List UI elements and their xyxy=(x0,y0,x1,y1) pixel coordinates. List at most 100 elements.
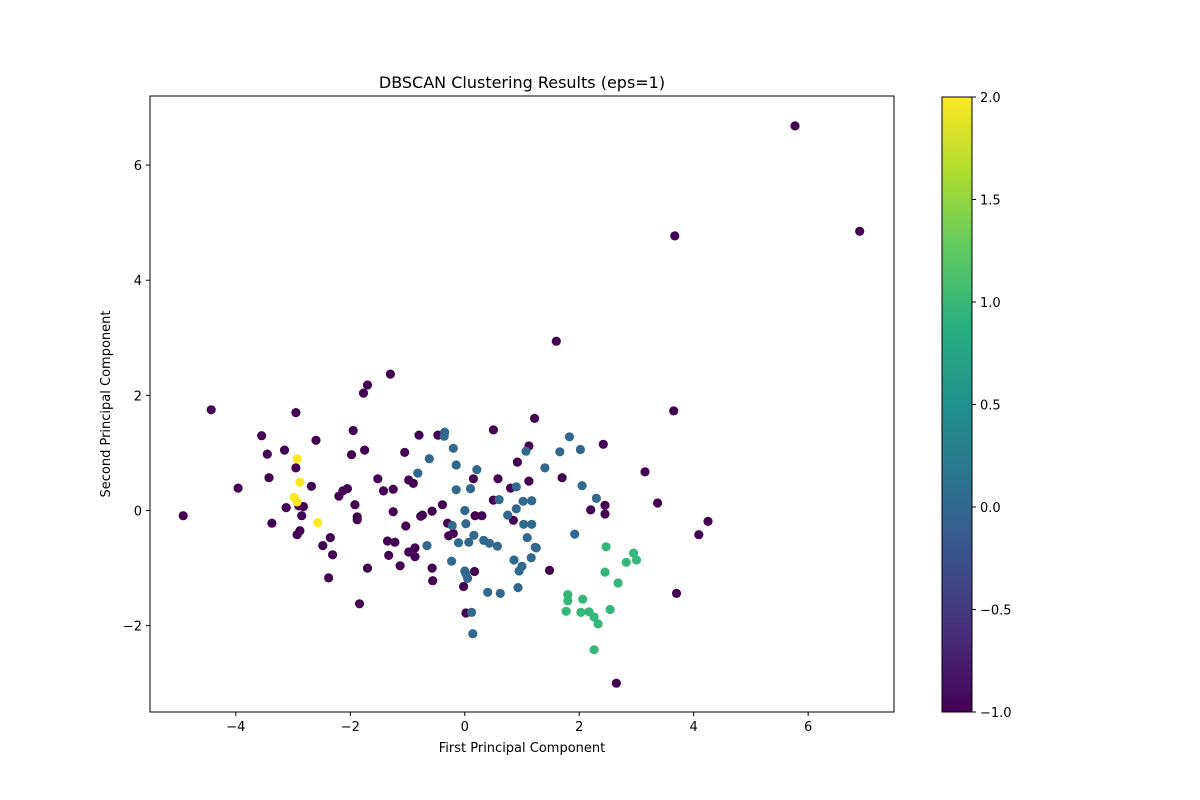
data-point xyxy=(297,511,307,521)
plot-area xyxy=(149,95,895,713)
data-point xyxy=(437,500,447,510)
data-point xyxy=(631,555,642,565)
colorbar-tick-label: 2.0 xyxy=(980,91,1001,106)
data-point xyxy=(451,460,461,470)
data-point xyxy=(382,536,393,546)
data-point xyxy=(262,449,272,459)
data-point xyxy=(484,538,494,548)
data-point xyxy=(522,533,532,543)
data-point xyxy=(447,556,457,566)
data-point xyxy=(593,619,603,629)
x-tick-label: 0 xyxy=(461,720,469,735)
data-point xyxy=(530,542,540,552)
data-point xyxy=(589,645,599,655)
data-point xyxy=(629,548,639,558)
data-point xyxy=(384,550,394,561)
data-point xyxy=(410,552,420,562)
data-point xyxy=(503,510,513,520)
data-point xyxy=(350,500,360,510)
data-point xyxy=(324,573,334,583)
data-point xyxy=(670,231,680,241)
data-point xyxy=(279,445,290,455)
y-axis-label: Second Principal Component xyxy=(99,311,114,498)
data-point xyxy=(563,590,573,600)
data-point xyxy=(855,226,865,236)
data-point xyxy=(291,463,301,473)
data-point xyxy=(509,555,519,565)
colorbar-ticks: −1.0 −0.5 0.0 0.5 1.0 1.5 2.0 xyxy=(972,91,1012,721)
data-point xyxy=(611,678,622,688)
data-point xyxy=(694,530,704,540)
x-tick-label: 2 xyxy=(575,720,583,735)
data-point xyxy=(483,587,493,597)
y-tick-label: 6 xyxy=(134,159,142,174)
data-point xyxy=(451,485,461,495)
data-point xyxy=(703,516,713,527)
x-axis-label: First Principal Component xyxy=(439,741,606,756)
data-point xyxy=(362,563,373,573)
data-point xyxy=(318,541,328,551)
data-point xyxy=(600,567,610,577)
y-tick-label: 4 xyxy=(134,274,142,289)
data-point xyxy=(401,521,411,531)
data-point xyxy=(291,408,301,418)
data-point xyxy=(598,439,608,449)
data-point xyxy=(563,596,573,606)
data-point xyxy=(495,588,505,599)
data-point xyxy=(469,530,479,540)
data-point xyxy=(514,566,524,576)
data-point xyxy=(513,583,523,593)
data-point xyxy=(358,388,369,398)
data-point xyxy=(578,594,588,604)
points-layer xyxy=(178,121,865,688)
data-point xyxy=(591,493,602,503)
colorbar-tick-label: 1.5 xyxy=(980,194,1001,209)
data-point xyxy=(477,511,487,521)
data-point xyxy=(512,457,523,467)
data-point xyxy=(422,541,432,551)
data-point xyxy=(790,121,800,131)
y-tick-label: 2 xyxy=(134,389,142,404)
data-point xyxy=(576,607,586,618)
data-point xyxy=(527,519,537,529)
data-point xyxy=(613,578,623,588)
data-point xyxy=(233,483,243,493)
data-point xyxy=(459,581,469,592)
colorbar: −1.0 −0.5 0.0 0.5 1.0 1.5 2.0 xyxy=(941,91,1012,721)
data-point xyxy=(448,528,458,539)
data-point xyxy=(470,511,480,521)
x-axis: −4 −2 0 2 4 6 xyxy=(226,712,812,735)
chart-title: DBSCAN Clustering Results (eps=1) xyxy=(379,73,665,92)
data-point xyxy=(526,553,536,563)
data-point xyxy=(417,510,427,520)
data-point xyxy=(555,447,565,457)
colorbar-tick-label: 1.0 xyxy=(980,296,1001,311)
data-point xyxy=(640,467,650,477)
data-point xyxy=(465,484,476,494)
data-point xyxy=(600,500,610,510)
data-point xyxy=(354,599,365,609)
data-point xyxy=(390,537,400,547)
data-point xyxy=(621,557,631,567)
data-point xyxy=(601,542,611,552)
colorbar-tick-label: −0.5 xyxy=(980,604,1012,619)
data-point xyxy=(511,482,521,492)
data-point xyxy=(605,604,615,615)
data-point xyxy=(511,504,521,514)
data-point xyxy=(468,629,478,639)
data-point xyxy=(385,369,395,379)
data-point xyxy=(468,474,478,484)
data-point xyxy=(439,431,449,441)
data-point xyxy=(178,511,188,521)
data-point xyxy=(348,425,358,436)
data-point xyxy=(388,484,398,494)
x-tick-label: −2 xyxy=(341,720,360,735)
data-point xyxy=(292,497,302,507)
data-point xyxy=(267,518,277,528)
data-point xyxy=(311,435,321,445)
data-point xyxy=(551,336,561,346)
data-point xyxy=(388,507,398,517)
data-point xyxy=(257,431,267,441)
data-point xyxy=(360,445,370,455)
